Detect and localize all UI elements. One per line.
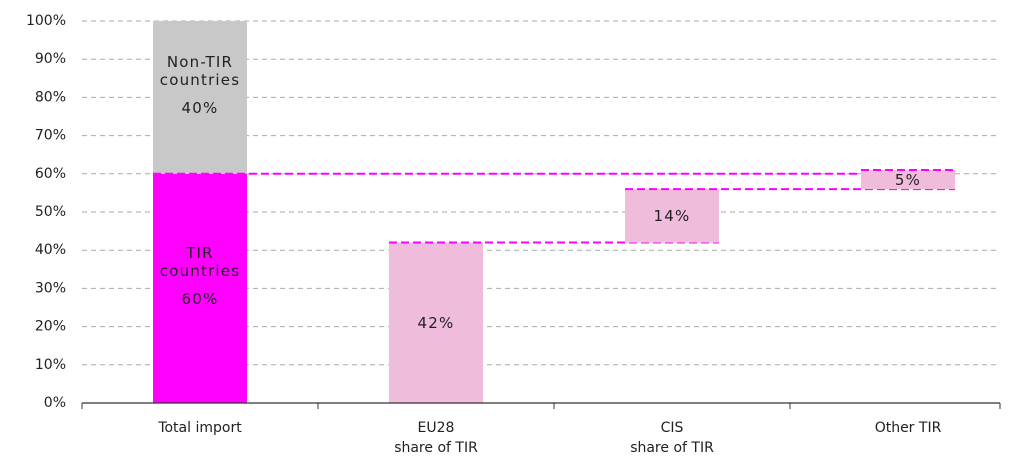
step-bar [625,189,719,243]
x-tick-label: share of TIR [630,440,714,456]
step-bar [861,169,955,190]
x-tick-label: Total import [157,420,242,436]
value-label: 40% [181,99,219,118]
y-tick-label: 40% [35,242,66,258]
value-label: 14% [653,206,691,225]
x-tick-label: share of TIR [394,440,478,456]
bar-segment [153,173,247,403]
value-label: 42% [417,313,455,332]
bar-segment [153,21,247,174]
x-tick-label: Other TIR [875,420,942,436]
series-name: Non-TIR countries [159,53,241,90]
y-tick-label: 60% [35,166,66,182]
y-tick-label: 20% [35,319,66,335]
y-tick-label: 30% [35,280,66,296]
x-tick-label: EU28 [418,420,455,436]
y-tick-label: 50% [35,204,66,220]
y-tick-label: 90% [35,51,66,67]
y-tick-label: 100% [26,13,66,29]
x-tick-label: CIS [661,420,684,436]
series-name: TIR countries [159,244,241,281]
value-label: 60% [181,290,219,309]
y-tick-label: 0% [44,395,66,411]
value-label: 5% [894,170,922,189]
step-bar [389,242,483,403]
y-tick-label: 10% [35,357,66,373]
y-tick-label: 80% [35,89,66,105]
y-tick-label: 70% [35,128,66,144]
